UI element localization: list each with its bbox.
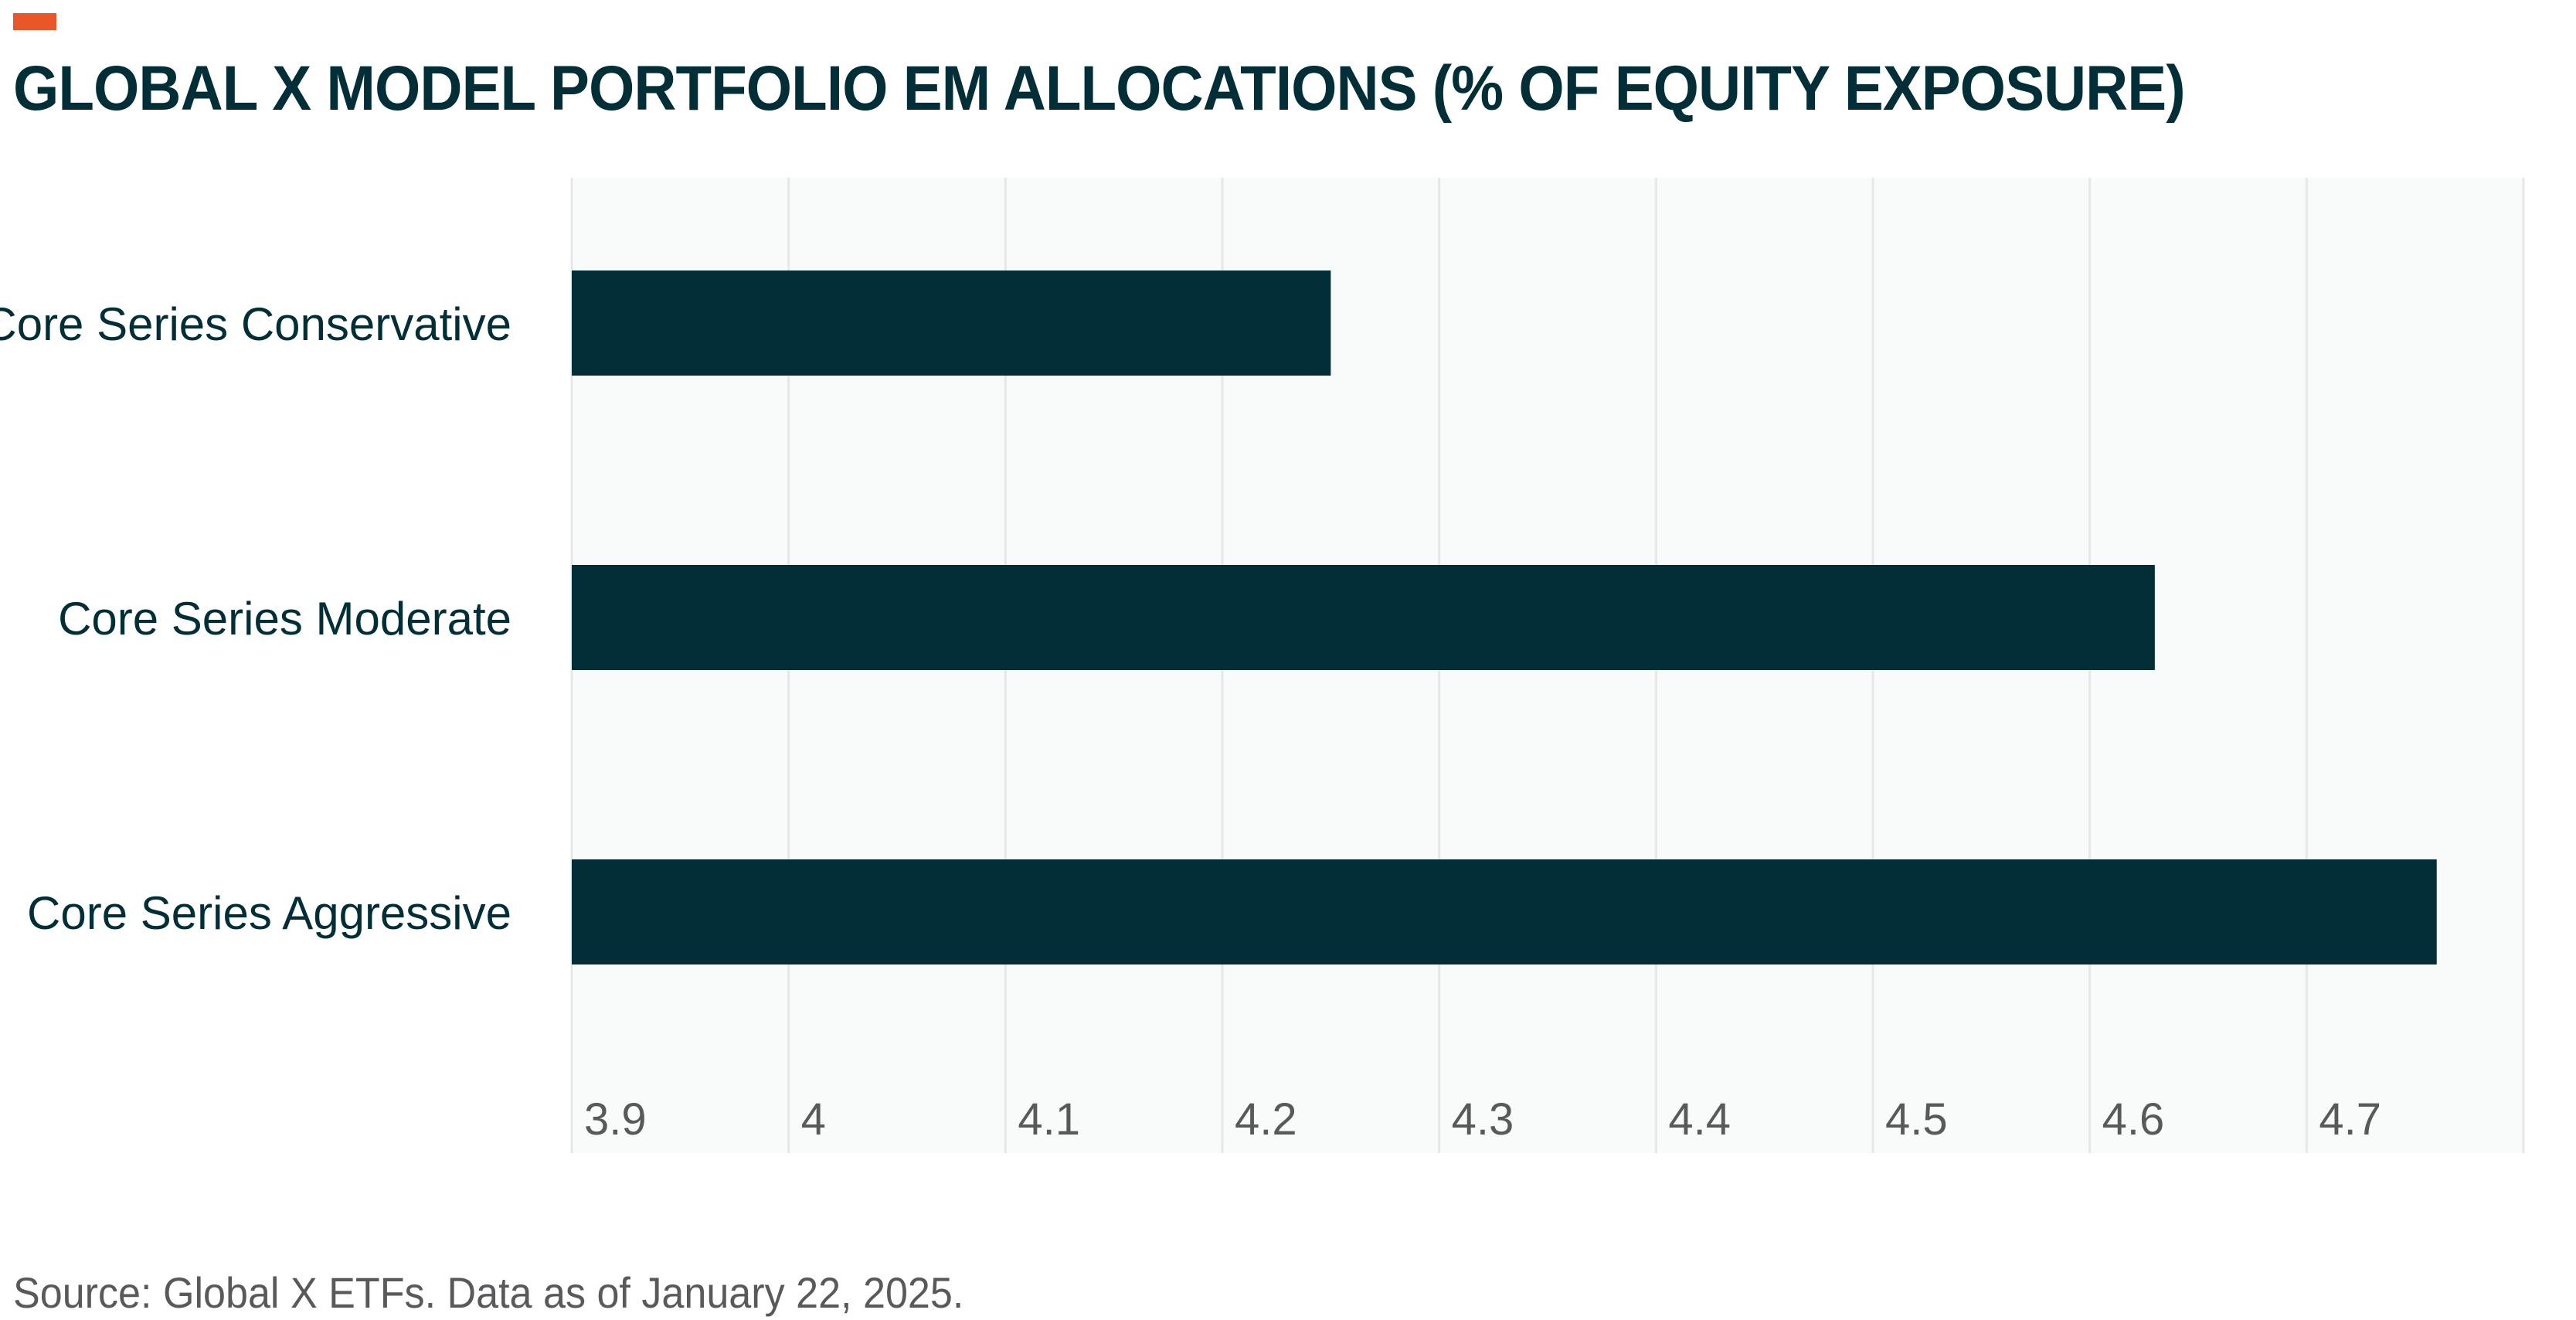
category-label: Core Series Moderate xyxy=(58,593,511,645)
x-tick-label: 4.5 xyxy=(1885,1094,1948,1145)
x-tick-label: 4.2 xyxy=(1235,1094,1297,1145)
x-tick-label: 4.7 xyxy=(2319,1094,2381,1145)
bar xyxy=(572,270,1331,376)
category-label: Core Series Conservative xyxy=(0,298,511,350)
bar xyxy=(572,859,2437,964)
category-label: Core Series Aggressive xyxy=(27,887,511,939)
chart-title: GLOBAL X MODEL PORTFOLIO EM ALLOCATIONS … xyxy=(13,53,2186,124)
x-tick-label: 4.4 xyxy=(1668,1094,1731,1145)
bar xyxy=(572,565,2155,670)
x-tick-label: 4.3 xyxy=(1452,1094,1514,1145)
title-accent-bar xyxy=(13,13,56,30)
x-tick-label: 4.1 xyxy=(1018,1094,1080,1145)
source-note: Source: Global X ETFs. Data as of Januar… xyxy=(13,1268,964,1317)
x-tick-label: 4 xyxy=(801,1094,826,1145)
x-tick-label: 4.6 xyxy=(2102,1094,2165,1145)
x-tick-label: 3.9 xyxy=(584,1094,647,1145)
chart-area: 3.9 4 4.1 4.2 4.3 4.4 4.5 4.6 4.7 Core Series Con… xyxy=(0,178,2525,1153)
